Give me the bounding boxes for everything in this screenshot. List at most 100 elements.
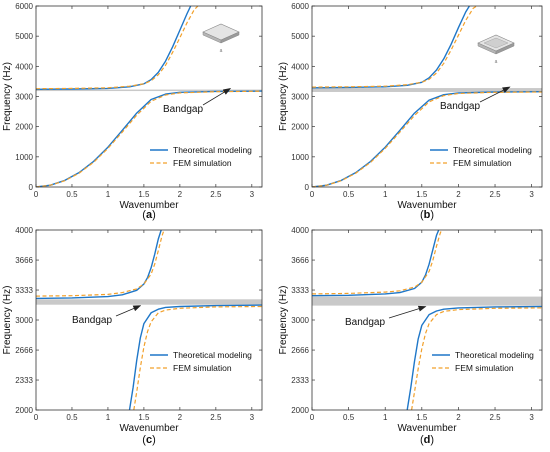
x-tick-label: 3 [250, 190, 255, 199]
bandgap-band [36, 299, 262, 305]
bandgap-arrow [202, 88, 232, 106]
y-tick-label: 3000 [15, 93, 33, 102]
fem-line-upper [36, 6, 199, 90]
x-axis-label: Wavenumber [119, 423, 179, 434]
x-tick-label: 1 [383, 190, 388, 199]
plate-side-right [495, 42, 515, 55]
x-tick-label: 0.5 [66, 413, 78, 422]
bandgap-band [312, 88, 542, 92]
y-tick-label: 4000 [15, 226, 33, 235]
legend-label-theory: Theoretical modeling [173, 145, 252, 155]
x-tick-label: 1.5 [416, 190, 428, 199]
y-tick-label: 0 [29, 183, 34, 192]
y-tick-label: 4000 [291, 226, 309, 235]
y-tick-label: 1000 [291, 153, 309, 162]
y-tick-label: 1000 [15, 153, 33, 162]
y-tick-label: 3333 [15, 286, 33, 295]
legend: Theoretical modeling FEM simulation [430, 145, 532, 168]
legend-label-theory: Theoretical modeling [455, 350, 534, 360]
fem-line-upper [312, 6, 478, 88]
x-tick-label: 2 [178, 190, 183, 199]
panel-caption: (b) [420, 209, 434, 221]
x-tick-label: 0 [34, 190, 39, 199]
chart-panel-c: 0 0.5 1 1.5 2 2.5 3 2000 2333 2666 3000 3333 3666 400… [2, 226, 263, 446]
fem-line-upper [36, 230, 165, 297]
chart-panel-d: 0 0.5 1 1.5 2 2.5 3 2000 2333 2666 3000 3333 3666 400… [278, 226, 543, 446]
chart-panel-b: 0 0.5 1 1.5 2 2.5 3 0 1000 2000 3000 4000 5000 6000 Wa… [278, 2, 543, 221]
bandgap-band [312, 296, 542, 306]
x-tick-label: 1 [383, 413, 388, 422]
legend-label-fem: FEM simulation [173, 158, 232, 168]
y-tick-label: 2333 [291, 376, 309, 385]
y-tick-label: 3666 [291, 256, 309, 265]
fem-line-lower [133, 305, 262, 410]
plot-area [36, 230, 262, 410]
panel-caption: (c) [142, 434, 155, 446]
x-tick-label: 2 [178, 413, 183, 422]
fem-line-lower [312, 91, 542, 187]
x-tick-label: 1 [106, 190, 111, 199]
x-tick-label: 0 [310, 413, 315, 422]
y-tick-label: 2666 [291, 346, 309, 355]
theory-line-lower [312, 91, 542, 187]
plate-inset-icon: a [202, 23, 240, 54]
bandgap-annotation: Bandgap [163, 104, 203, 115]
y-tick-label: 2000 [291, 406, 309, 415]
legend-label-fem: FEM simulation [173, 363, 232, 373]
legend-label-theory: Theoretical modeling [453, 145, 532, 155]
y-tick-label: 6000 [291, 2, 309, 11]
y-tick-label: 3333 [291, 286, 309, 295]
bandgap-annotation: Bandgap [72, 315, 112, 326]
inset-label: a [220, 48, 223, 54]
x-tick-label: 1.5 [138, 413, 150, 422]
x-tick-label: 3 [529, 413, 534, 422]
series-group [312, 230, 542, 410]
y-tick-label: 4000 [291, 62, 309, 71]
bandgap-arrow [388, 305, 427, 319]
x-tick-label: 1.5 [138, 190, 150, 199]
inset-label: a [495, 59, 498, 65]
y-tick-label: 3666 [15, 256, 33, 265]
y-tick-label: 4000 [15, 62, 33, 71]
legend: Theoretical modeling FEM simulation [150, 350, 252, 373]
y-axis-label: Frequency (Hz) [2, 286, 13, 355]
y-tick-label: 3000 [291, 93, 309, 102]
panel-caption: (a) [142, 209, 155, 221]
x-axis-label: Wavenumber [397, 200, 457, 211]
bandgap-arrow [479, 86, 511, 103]
series-group [36, 230, 262, 410]
y-axis-label: Frequency (Hz) [278, 62, 289, 131]
x-tick-label: 1.5 [416, 413, 428, 422]
legend: Theoretical modeling FEM simulation [432, 350, 534, 373]
x-tick-label: 2 [456, 413, 461, 422]
x-axis-label: Wavenumber [119, 200, 179, 211]
y-axis-label: Frequency (Hz) [2, 62, 13, 131]
theory-line-upper [36, 230, 162, 300]
theory-line-lower [406, 305, 542, 410]
plot-area [312, 6, 542, 187]
plate-inset-icon: a [477, 34, 515, 65]
panel-caption: (d) [420, 434, 434, 446]
y-tick-label: 3000 [15, 316, 33, 325]
y-tick-label: 2666 [15, 346, 33, 355]
x-tick-label: 2.5 [489, 190, 501, 199]
legend-label-fem: FEM simulation [455, 363, 514, 373]
y-tick-label: 5000 [291, 32, 309, 41]
theory-line-lower [128, 304, 262, 410]
x-tick-label: 3 [529, 190, 534, 199]
y-tick-label: 5000 [15, 32, 33, 41]
chart-panel-a: 0 0.5 1 1.5 2 2.5 3 0 1000 2000 3000 4000 5000 6000 Wa… [2, 2, 263, 221]
fem-line-lower [411, 307, 542, 410]
x-tick-label: 0 [310, 190, 315, 199]
plot-area [312, 230, 542, 410]
x-tick-label: 0.5 [343, 190, 355, 199]
x-tick-label: 3 [250, 413, 255, 422]
x-tick-label: 2.5 [489, 413, 501, 422]
y-tick-label: 0 [305, 183, 310, 192]
y-tick-label: 2000 [15, 123, 33, 132]
x-tick-label: 0 [34, 413, 39, 422]
x-tick-label: 0.5 [343, 413, 355, 422]
bandgap-band [36, 89, 262, 92]
y-tick-label: 6000 [15, 2, 33, 11]
